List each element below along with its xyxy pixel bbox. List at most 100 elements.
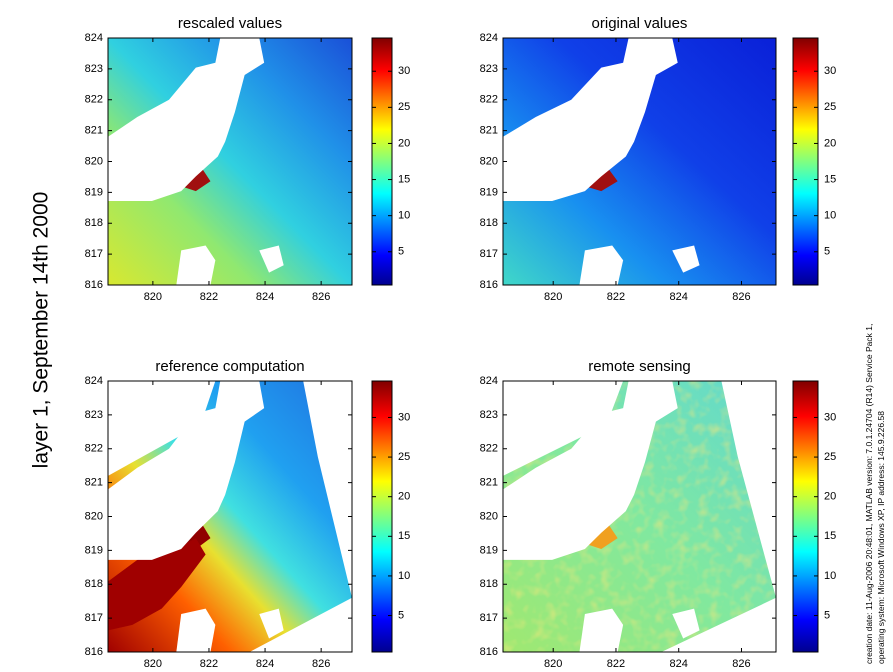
y-tick-label: 816 (480, 279, 498, 291)
y-tick-label: 824 (85, 32, 103, 44)
y-tick-label: 822 (480, 443, 498, 455)
y-tick-label: 821 (480, 125, 498, 137)
y-tick-label: 820 (480, 155, 498, 167)
colorbar-tick-label: 5 (398, 609, 404, 621)
y-tick-label: 820 (85, 510, 103, 522)
colorbar-tick-label: 30 (824, 411, 836, 423)
colorbar-tick-label: 30 (398, 65, 410, 77)
y-tick-label: 818 (480, 217, 498, 229)
colorbar-tick-label: 25 (824, 451, 836, 463)
y-tick-label: 821 (85, 477, 103, 489)
colorbar (792, 37, 819, 286)
panel-title: remote sensing (588, 358, 691, 375)
colorbar (371, 37, 393, 286)
x-tick-label: 822 (607, 658, 625, 667)
y-tick-label: 819 (480, 186, 498, 198)
x-tick-label: 826 (312, 291, 330, 303)
land (672, 608, 700, 639)
colorbar-tick-label: 15 (398, 530, 410, 542)
colorbar-tick-label: 30 (398, 411, 410, 423)
y-tick-label: 820 (480, 510, 498, 522)
y-tick-label: 819 (85, 186, 103, 198)
y-tick-label: 823 (85, 63, 103, 75)
y-tick-label: 822 (480, 94, 498, 106)
footer-line: creation date: 11-Aug-2006 20:48:01, MAT… (864, 324, 874, 664)
x-tick-label: 824 (670, 291, 688, 303)
land (503, 381, 678, 560)
colorbar-tick-label: 10 (398, 210, 410, 222)
x-tick-label: 822 (607, 291, 625, 303)
land (579, 608, 624, 652)
panel-title: reference computation (155, 358, 304, 375)
x-tick-label: 826 (732, 658, 750, 667)
x-tick-label: 822 (200, 658, 218, 667)
colorbar-tick-label: 25 (824, 101, 836, 113)
land (108, 38, 265, 202)
panel-title: rescaled values (178, 15, 282, 32)
colorbar-tick-label: 10 (824, 570, 836, 582)
colorbar-tick-label: 5 (824, 609, 830, 621)
land (176, 608, 216, 652)
y-tick-label: 824 (85, 375, 103, 387)
y-tick-label: 823 (480, 63, 498, 75)
y-tick-label: 818 (480, 578, 498, 590)
land (176, 245, 216, 285)
colorbar-tick-label: 10 (824, 210, 836, 222)
y-tick-label: 823 (480, 409, 498, 421)
suptitle: layer 1, September 14th 2000 (30, 192, 53, 469)
colorbar-tick-label: 25 (398, 101, 410, 113)
colorbar-tick-label: 20 (398, 137, 410, 149)
footer-line: operating system: Microsoft Windows XP, … (876, 411, 886, 664)
colorbar-tick-label: 15 (398, 173, 410, 185)
colorbar-tick-label: 30 (824, 65, 836, 77)
colorbar (792, 380, 819, 653)
heatmap-image (108, 38, 352, 285)
y-tick-label: 817 (480, 612, 498, 624)
heatmap-image (503, 381, 776, 652)
land (579, 245, 624, 285)
land (259, 245, 284, 273)
y-tick-label: 818 (85, 217, 103, 229)
colorbar-tick-label: 20 (824, 137, 836, 149)
land (108, 381, 265, 560)
colorbar (371, 380, 393, 653)
y-tick-label: 817 (85, 612, 103, 624)
colorbar-tick-label: 15 (824, 530, 836, 542)
y-tick-label: 824 (480, 32, 498, 44)
y-tick-label: 820 (85, 155, 103, 167)
colorbar-tick-label: 20 (398, 491, 410, 503)
x-tick-label: 820 (544, 658, 562, 667)
x-tick-label: 824 (670, 658, 688, 667)
x-tick-label: 826 (312, 658, 330, 667)
y-tick-label: 818 (85, 578, 103, 590)
y-tick-label: 816 (85, 646, 103, 658)
x-tick-label: 820 (544, 291, 562, 303)
y-tick-label: 824 (480, 375, 498, 387)
y-tick-label: 823 (85, 409, 103, 421)
colorbar-tick-label: 10 (398, 570, 410, 582)
land (503, 38, 678, 202)
land (672, 245, 700, 273)
x-tick-label: 826 (732, 291, 750, 303)
y-tick-label: 816 (480, 646, 498, 658)
y-tick-label: 822 (85, 94, 103, 106)
y-tick-label: 821 (480, 477, 498, 489)
y-tick-label: 819 (85, 544, 103, 556)
panel-title: original values (592, 15, 688, 32)
x-tick-label: 820 (144, 291, 162, 303)
hot-area (108, 538, 206, 631)
colorbar-tick-label: 20 (824, 491, 836, 503)
colorbar-tick-label: 5 (824, 246, 830, 258)
colorbar-tick-label: 25 (398, 451, 410, 463)
colorbar-tick-label: 15 (824, 173, 836, 185)
y-tick-label: 816 (85, 279, 103, 291)
heatmap-image (108, 381, 352, 652)
land (259, 608, 284, 639)
heatmap-image (503, 38, 776, 285)
x-tick-label: 824 (256, 291, 274, 303)
y-tick-label: 821 (85, 125, 103, 137)
x-tick-label: 820 (144, 658, 162, 667)
y-tick-label: 822 (85, 443, 103, 455)
x-tick-label: 824 (256, 658, 274, 667)
